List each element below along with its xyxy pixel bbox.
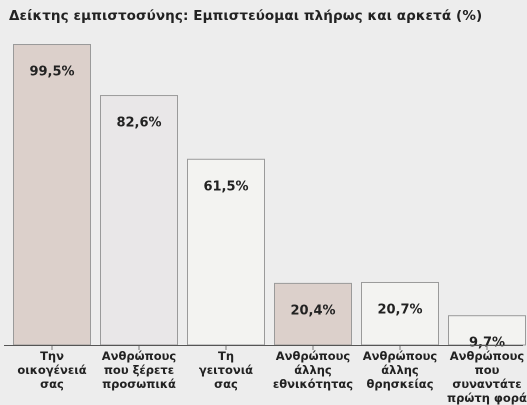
chart-title: Δείκτης εμπιστοσύνης: Εμπιστεύομαι πλήρω… [9,8,483,24]
category-label-5: Ανθρώπους που συναντάτε πρώτη φορά [442,349,527,405]
bar-value-label-1: 82,6% [116,116,161,131]
category-label-line: Ανθρώπους [275,349,351,363]
category-label-line: που συναντάτε [452,363,522,391]
category-label-1: Ανθρώπους που ξέρετε προσωπικά [94,349,184,391]
category-label-line: θρησκείας [366,377,434,391]
category-label-line: Τη [217,349,235,363]
category-label-line: εθνικότητας [272,377,354,391]
category-label-line: Την [40,349,64,363]
category-label-2: Τη γειτονιά σας [181,349,271,391]
bar-4 [361,281,439,346]
category-label-3: Ανθρώπους άλλης εθνικότητας [268,349,358,391]
category-label-line: πρώτη φορά [447,391,527,405]
category-label-line: σας [214,377,238,391]
category-label-line: άλλης [381,363,419,377]
category-label-line: άλλης [294,363,332,377]
category-label-line: προσωπικά [102,377,176,391]
bar-2 [187,158,265,346]
bar-value-label-5: 9,7% [469,336,505,351]
category-label-line: που ξέρετε [103,363,175,377]
bar-5 [448,315,526,346]
bar-value-label-0: 99,5% [29,65,74,80]
category-label-0: Την οικογένειά σας [7,349,97,391]
bar-value-label-4: 20,7% [377,302,422,317]
bar-0 [13,44,91,346]
category-label-line: οικογένειά [17,363,87,377]
bar-value-label-2: 61,5% [203,179,248,194]
category-label-line: Ανθρώπους [362,349,438,363]
category-label-line: Ανθρώπους [101,349,177,363]
category-label-line: Ανθρώπους [449,349,525,363]
bar-3 [274,282,352,346]
category-label-4: Ανθρώπους άλλης θρησκείας [355,349,445,391]
category-label-line: γειτονιά [198,363,254,377]
bar-1 [100,95,178,346]
bar-value-label-3: 20,4% [290,303,335,318]
category-label-line: σας [40,377,64,391]
